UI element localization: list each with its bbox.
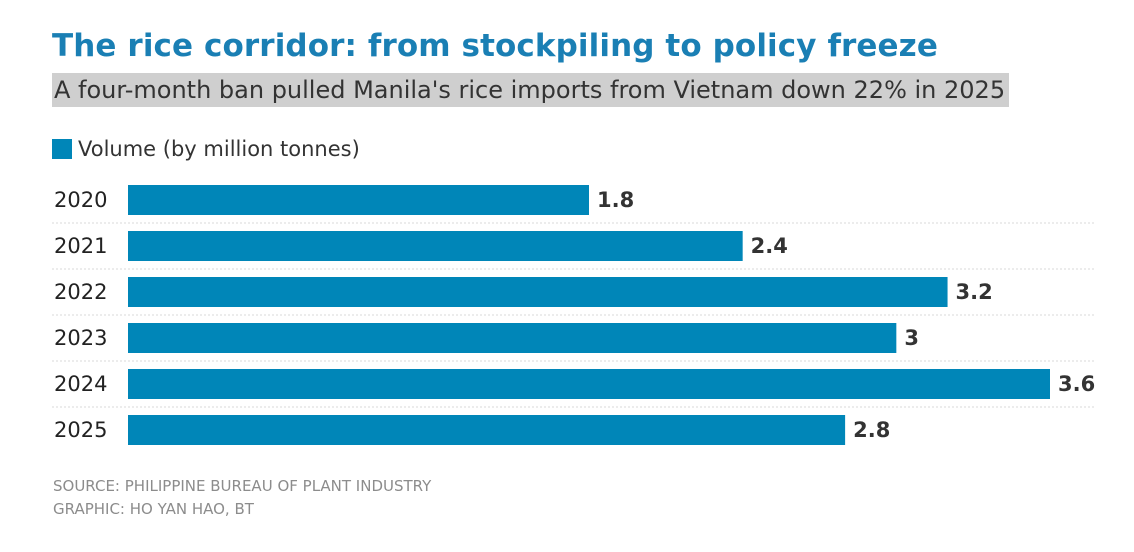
data-label: 2.4 bbox=[751, 234, 788, 258]
bar-2022 bbox=[128, 277, 948, 307]
chart-subtitle: A four-month ban pulled Manila's rice im… bbox=[52, 73, 1010, 107]
data-label: 3.6 bbox=[1058, 372, 1095, 396]
data-label: 1.8 bbox=[597, 188, 634, 212]
bar-2025 bbox=[128, 415, 846, 445]
bar-2021 bbox=[128, 231, 743, 261]
graphic-credit: GRAPHIC: HO YAN HAO, BT bbox=[53, 500, 254, 518]
legend-label: Volume (by million tonnes) bbox=[78, 137, 360, 161]
bar-2020 bbox=[128, 185, 589, 215]
category-label: 2022 bbox=[54, 280, 107, 304]
category-label: 2024 bbox=[54, 372, 107, 396]
bar-2024 bbox=[128, 369, 1050, 399]
category-label: 2020 bbox=[54, 188, 107, 212]
data-label: 3.2 bbox=[956, 280, 993, 304]
category-label: 2023 bbox=[54, 326, 107, 350]
bar-2023 bbox=[128, 323, 897, 353]
legend: Volume (by million tonnes) bbox=[52, 137, 360, 161]
category-label: 2025 bbox=[54, 418, 107, 442]
data-label: 3 bbox=[904, 326, 919, 350]
category-label: 2021 bbox=[54, 234, 107, 258]
source-note: SOURCE: PHILIPPINE BUREAU OF PLANT INDUS… bbox=[53, 477, 432, 495]
data-label: 2.8 bbox=[853, 418, 890, 442]
chart-title: The rice corridor: from stockpiling to p… bbox=[52, 28, 938, 64]
legend-swatch bbox=[52, 139, 72, 159]
